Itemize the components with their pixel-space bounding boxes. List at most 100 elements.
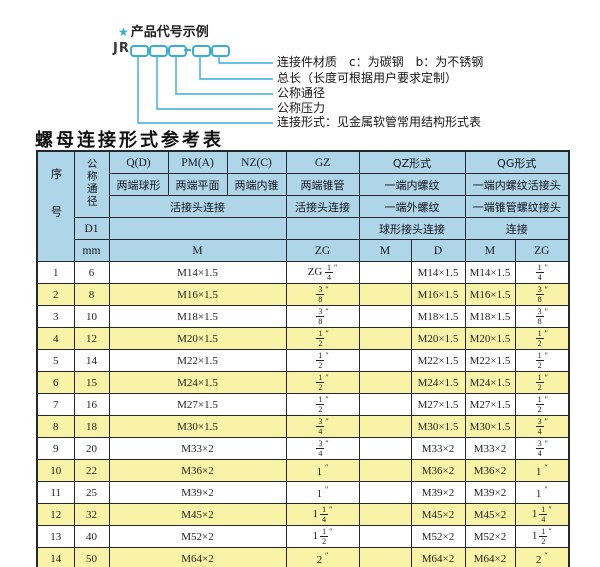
table-row: 12 32 M45×2 1 1 4 ″ M45×2 M45×2 1 1 4 ″ xyxy=(36,503,570,526)
cell-dn: 40 xyxy=(73,525,110,548)
header-unit-qz-m: M xyxy=(358,239,412,262)
cell-m: M30×1.5 xyxy=(108,415,287,438)
cell-gz: 1 2 ″ xyxy=(285,327,360,350)
header-conn-gz: 活接头连接 xyxy=(285,195,360,218)
header-unit-qg-m: M xyxy=(464,239,516,262)
header-col-nz: NZ(C) xyxy=(226,150,287,174)
header-desc-nz: 两端内锥 xyxy=(226,173,287,196)
table-row: 5 14 M22×1.5 1 2 ″ M22×1.5 M22×1.5 1 2 ″ xyxy=(36,349,570,372)
cell-gz: 1 1 2 ″ xyxy=(285,525,360,548)
code-box-3 xyxy=(168,45,187,57)
header-unit-zg: ZG xyxy=(285,239,360,262)
cell-gz: ZG 1 4 ″ xyxy=(285,261,360,284)
header-blank-qpmnz xyxy=(108,217,287,240)
cell-seq: 6 xyxy=(36,371,75,394)
cell-qg-zg: 1 2 ″ xyxy=(514,327,570,350)
table-title: 螺母连接形式参考表 xyxy=(35,130,224,150)
cell-seq: 4 xyxy=(36,327,75,350)
code-box-1 xyxy=(130,45,149,57)
code-box-4 xyxy=(192,45,211,57)
table-row: 13 40 M52×2 1 1 2 ″ M52×2 M52×2 1 1 2 ″ xyxy=(36,525,570,548)
label-pressure: 公称压力 xyxy=(277,101,326,115)
cell-m: M14×1.5 xyxy=(108,261,287,284)
cell-dn: 22 xyxy=(73,459,110,482)
cell-gz: 1 2 ″ xyxy=(285,349,360,372)
cell-dn: 15 xyxy=(73,371,110,394)
code-box-2 xyxy=(149,45,168,57)
cell-qz-d: M27×1.5 xyxy=(410,393,466,416)
cell-gz: 1 2 ″ xyxy=(285,393,360,416)
label-conn-form: 连接形式：见金属软管常用结构形式表 xyxy=(277,115,482,129)
label-length: 总长（长度可根据用户要求定制） xyxy=(277,71,458,85)
label-material: 连接件材质 c：为碳钢 b：为不锈钢 xyxy=(277,55,484,69)
header-col-qz: QZ形式 xyxy=(358,150,466,174)
cell-qz-d: M22×1.5 xyxy=(410,349,466,372)
cell-qg-m: M16×1.5 xyxy=(464,283,516,306)
header-desc-qg: 一端内螺纹活接头 xyxy=(464,173,570,196)
table-row: 1 6 M14×1.5 ZG 1 4 ″ M14×1.5 M14×1.5 1 4 ″ xyxy=(36,261,570,284)
code-dash xyxy=(184,49,191,51)
header-d1: D1 xyxy=(73,217,110,240)
header-conn2-qg: 连接 xyxy=(464,217,570,240)
cell-dn: 12 xyxy=(73,327,110,350)
diagram-title: ★ 产品代号示例 xyxy=(118,21,209,40)
cell-qz-m xyxy=(358,525,412,548)
cell-qg-zg: 3 8 ″ xyxy=(514,283,570,306)
cell-qg-m: M52×2 xyxy=(464,525,516,548)
header-col-gz: GZ xyxy=(285,150,360,174)
header-col-q: Q(D) xyxy=(108,150,169,174)
code-box-5 xyxy=(211,45,230,57)
cell-gz: 1 ″ xyxy=(285,481,360,504)
table-header: 序号 公称通径 Q(D) PM(A) NZ(C) GZ QZ形式 QG形式 两端… xyxy=(36,150,570,262)
cell-seq: 12 xyxy=(36,503,75,526)
cell-qg-m: M39×2 xyxy=(464,481,516,504)
header-unit-m: M xyxy=(108,239,287,262)
diagram-title-text: 产品代号示例 xyxy=(130,25,209,40)
header-blank-gz xyxy=(285,217,360,240)
cell-m: M27×1.5 xyxy=(108,393,287,416)
star-icon: ★ xyxy=(118,25,129,39)
header-conn2-qz: 球形接头连接 xyxy=(358,217,466,240)
cell-gz: 1 1 4 ″ xyxy=(285,503,360,526)
cell-m: M45×2 xyxy=(108,503,287,526)
table-row: 10 22 M36×2 1 ″ M36×2 M36×2 1 ″ xyxy=(36,459,570,482)
cell-qg-zg: 1 2 ″ xyxy=(514,393,570,416)
table-row: 6 15 M24×1.5 1 2 ″ M24×1.5 M24×1.5 1 2 ″ xyxy=(36,371,570,394)
cell-gz: 2 ″ xyxy=(285,547,360,567)
header-desc-pm: 两端平面 xyxy=(167,173,228,196)
cell-qg-zg: 1 2 ″ xyxy=(514,349,570,372)
table-row: 11 25 M39×2 1 ″ M39×2 M39×2 1 ″ xyxy=(36,481,570,504)
cell-qg-m: M30×1.5 xyxy=(464,415,516,438)
cell-qg-zg: 1 1 4 ″ xyxy=(514,503,570,526)
cell-qg-zg: 1 1 2 ″ xyxy=(514,525,570,548)
header-dn: 公称通径 xyxy=(73,150,110,218)
cell-qg-m: M14×1.5 xyxy=(464,261,516,284)
cell-seq: 14 xyxy=(36,547,75,567)
cell-m: M64×2 xyxy=(108,547,287,567)
cell-gz: 3 8 ″ xyxy=(285,283,360,306)
cell-m: M39×2 xyxy=(108,481,287,504)
cell-seq: 9 xyxy=(36,437,75,460)
cell-gz: 3 4 ″ xyxy=(285,437,360,460)
cell-qg-zg: 1 ″ xyxy=(514,459,570,482)
header-unit-qz-d: D xyxy=(410,239,466,262)
cell-qz-m xyxy=(358,371,412,394)
table-row: 2 8 M16×1.5 3 8 ″ M16×1.5 M16×1.5 3 8 ″ xyxy=(36,283,570,306)
cell-qz-m xyxy=(358,437,412,460)
cell-qg-m: M24×1.5 xyxy=(464,371,516,394)
cell-qz-m xyxy=(358,327,412,350)
cell-seq: 7 xyxy=(36,393,75,416)
cell-qz-m xyxy=(358,261,412,284)
cell-qz-d: M14×1.5 xyxy=(410,261,466,284)
cell-seq: 11 xyxy=(36,481,75,504)
cell-qz-d: M18×1.5 xyxy=(410,305,466,328)
table-row: 14 50 M64×2 2 ″ M64×2 M64×2 2 ″ xyxy=(36,547,570,567)
cell-qz-m xyxy=(358,305,412,328)
header-desc-gz: 两端锥管 xyxy=(285,173,360,196)
cell-qg-m: M64×2 xyxy=(464,547,516,567)
table-row: 3 10 M18×1.5 3 8 ″ M18×1.5 M18×1.5 3 8 ″ xyxy=(36,305,570,328)
cell-qg-zg: 1 2 ″ xyxy=(514,371,570,394)
cell-qz-m xyxy=(358,349,412,372)
cell-qz-m xyxy=(358,547,412,567)
cell-qz-d: M64×2 xyxy=(410,547,466,567)
